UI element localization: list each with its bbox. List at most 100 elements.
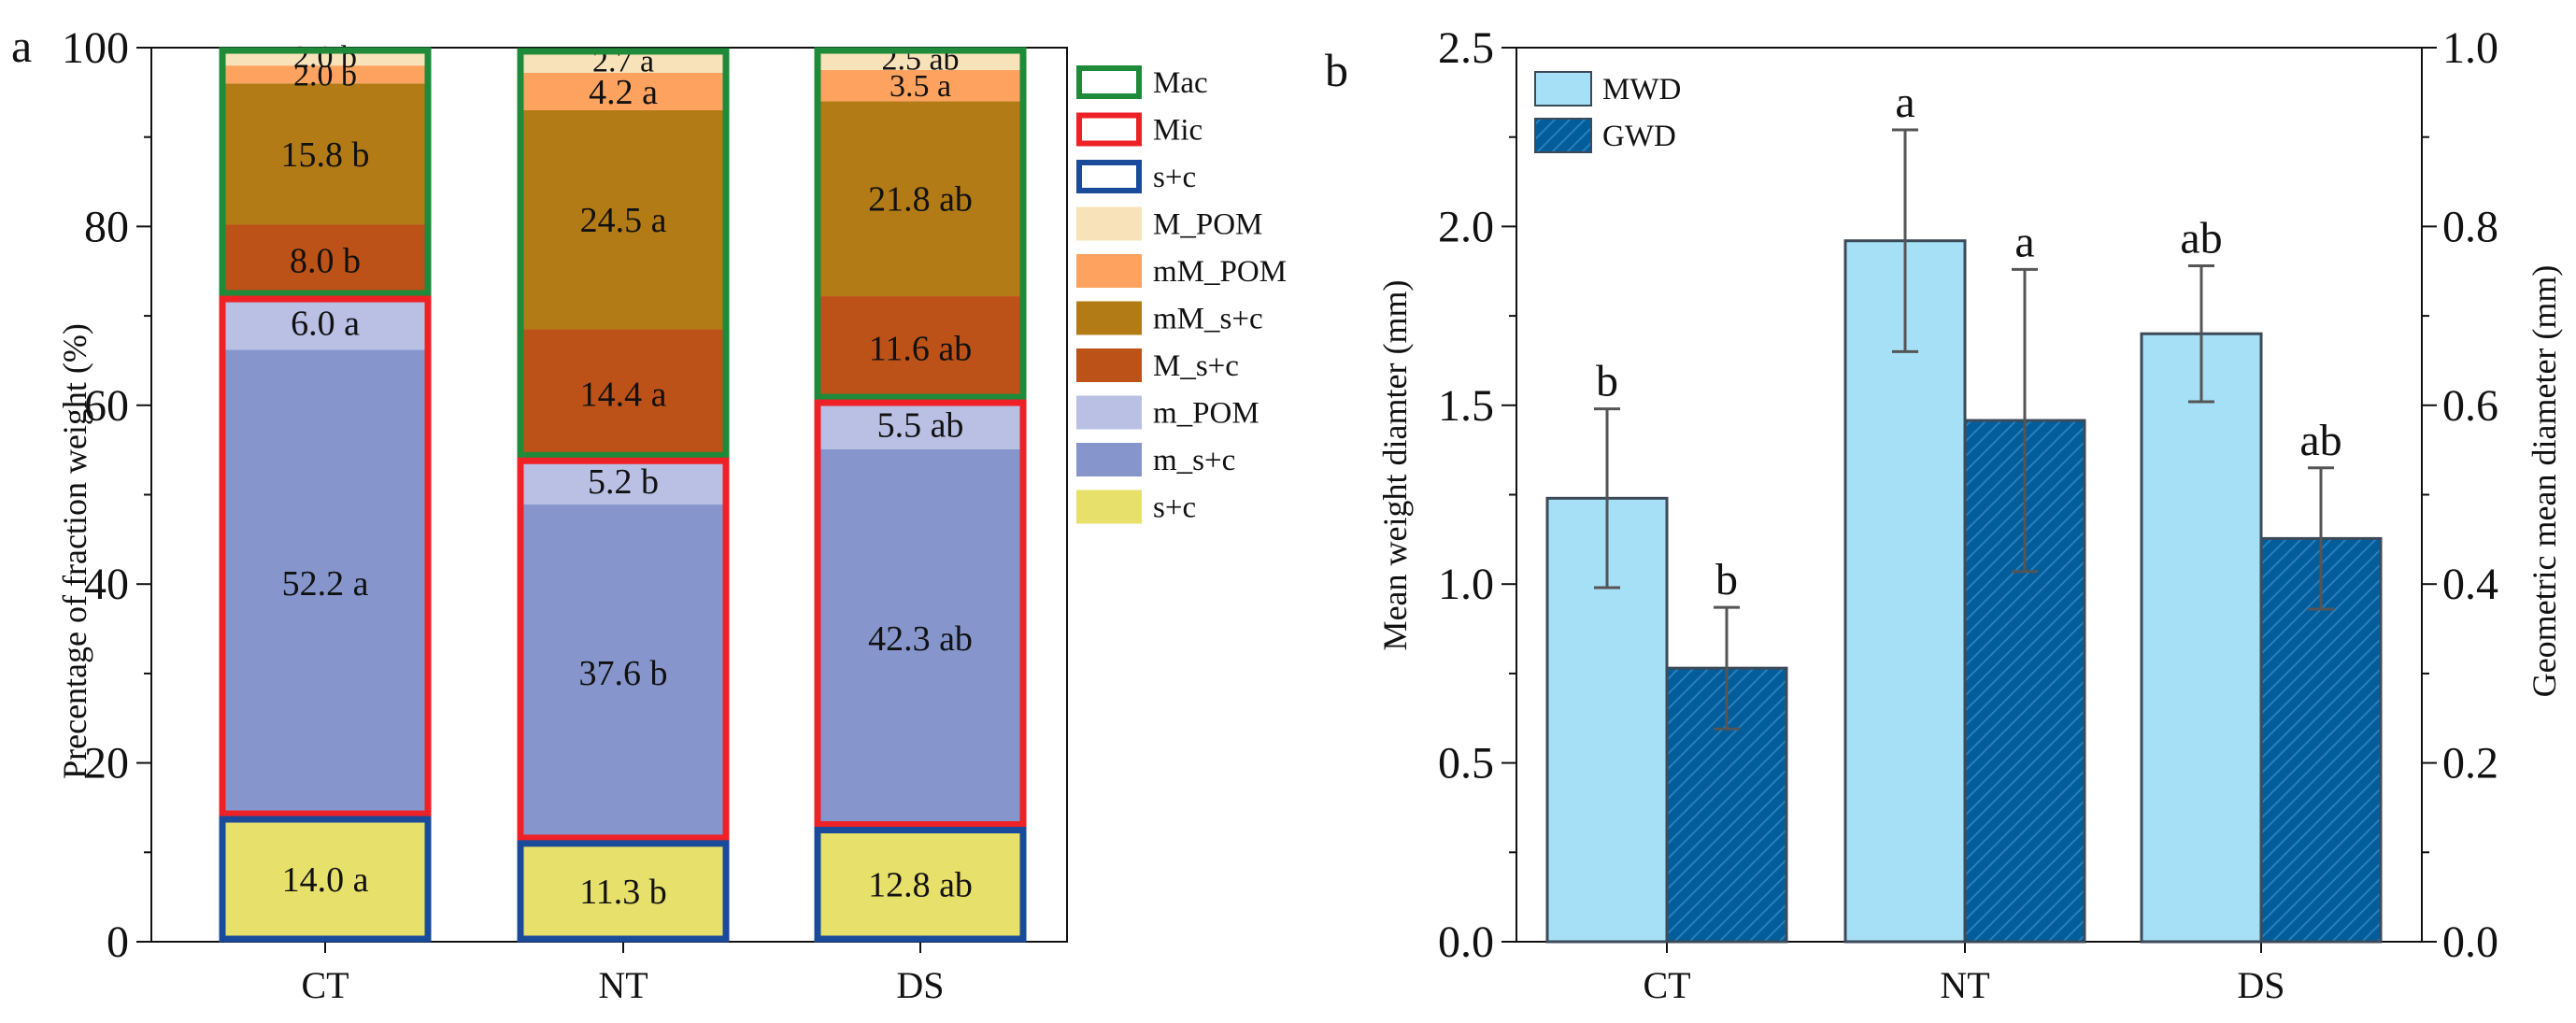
legend-label-mm-splusc: mM_s+c [1153, 303, 1263, 336]
panel-label-b: b [1325, 44, 1348, 96]
panel-b-right-tick-label: 1.0 [2442, 23, 2498, 73]
panel-b-left-tick-label: 0.0 [1438, 917, 1494, 967]
panel-a-y-tick-label: 80 [84, 202, 129, 251]
panel-a-y-tick-label: 0 [107, 917, 129, 967]
data-label-nt-splusc: 11.3 b [579, 873, 667, 912]
bar-ds-m-pom [815, 400, 1026, 449]
bar-nt-m-splusc [518, 329, 729, 459]
legend-label-m-splusc: m_s+c [1153, 444, 1235, 477]
data-label-ct-m-splusc: 52.2 a [282, 564, 369, 604]
bar-ds-mm-splusc [815, 101, 1026, 297]
bar-nt-m-splusc [518, 504, 729, 841]
panel-b-left-tick-label: 0.5 [1438, 739, 1494, 789]
legend-swatch-mac-group [1076, 65, 1142, 99]
data-label-nt-mm-splusc: 24.5 a [580, 201, 667, 240]
bar-ds-splusc [815, 827, 1026, 942]
group-outline-mic-ct [219, 295, 432, 817]
panel-b-right-tick-label: 0.4 [2442, 560, 2498, 609]
significance-letter-gwd-nt: a [2014, 217, 2034, 266]
panel-a-bars: 14.0 a52.2 a6.0 a8.0 b15.8 b2.0 b2.0 b11… [219, 40, 1027, 943]
legend-swatch-m-pom [1076, 395, 1142, 430]
panel-a-x-tick-label-nt: NT [598, 964, 648, 1006]
legend-label-splusc: s+c [1153, 161, 1196, 194]
panel-b-left-tick-label: 1.5 [1438, 381, 1494, 431]
bar-ct-mm-splusc [220, 83, 431, 225]
legend-swatch-mic-group [1076, 112, 1142, 147]
legend-swatch-m-pom [1076, 206, 1142, 241]
bar-nt-splusc [518, 840, 729, 942]
legend-swatch-splusc-group [1076, 160, 1142, 193]
data-label-nt-m-pom: 5.2 b [588, 462, 659, 502]
legend-swatch-mm-pom [1076, 254, 1142, 288]
panel-a-y-tick-label: 20 [84, 739, 129, 789]
legend-label-mic: Mic [1153, 114, 1203, 148]
panel-b-right-tick-label: 0.8 [2442, 202, 2498, 251]
bar-ct-m-splusc [220, 224, 431, 297]
bar-ds-mm-pom [815, 69, 1026, 102]
panel-a-stacked-chart: 0 20 40 60 80 100 CT NT DS Precentage of fractio… [56, 23, 1287, 1006]
data-label-ds-m-splusc: 11.6 ab [869, 329, 972, 368]
data-label-ct-m-splusc: 8.0 b [290, 242, 361, 281]
data-label-ct-splusc: 14.0 a [282, 860, 369, 900]
panel-b-x-tick-label-ds: DS [2237, 964, 2284, 1006]
bar-nt-m-pom [518, 458, 729, 505]
significance-letter-mwd-ds: ab [2180, 214, 2222, 263]
data-label-ct-mm-splusc: 15.8 b [281, 135, 370, 175]
data-label-ds-m-splusc: 42.3 ab [868, 619, 973, 659]
panel-a-y-tick-label: 60 [84, 381, 129, 431]
group-outline-splusc-ds [814, 827, 1027, 943]
panel-b-right-tick-label: 0.2 [2442, 739, 2498, 789]
panel-a-y-tick-label: 100 [62, 23, 129, 73]
panel-b-x-tick-label-nt: NT [1940, 964, 1989, 1006]
panel-a-axes: 0 20 40 60 80 100 CT NT DS [62, 23, 1068, 1006]
legend-label-gwd: GWD [1602, 120, 1676, 153]
data-label-ds-mm-splusc: 21.8 ab [868, 180, 973, 220]
panel-b-left-tick-label: 2.0 [1438, 202, 1494, 251]
bar-nt-mm-splusc [518, 109, 729, 330]
bar-nt-mm-pom [518, 72, 729, 110]
panel-b-left-tick-label: 1.0 [1438, 560, 1494, 609]
group-outline-mac-ct [219, 47, 432, 297]
group-outline-splusc-ct [219, 816, 432, 943]
panel-b-left-tick-label: 2.5 [1438, 23, 1494, 73]
legend-swatch-mwd [1534, 71, 1592, 107]
significance-letter-gwd-ds: ab [2299, 416, 2341, 465]
legend-swatch-m-splusc [1076, 348, 1142, 382]
data-label-ct-m-pom: 6.0 a [291, 305, 360, 344]
bar-ds-m-splusc [815, 296, 1026, 401]
panel-a-x-tick-label-ds: DS [896, 964, 944, 1006]
panel-a-legend: Mac Mic s+c M_POM mM_POM mM_s+c M_s+c m_POM m_s+… [1076, 65, 1287, 525]
data-label-nt-m-splusc: 14.4 a [580, 375, 667, 414]
panel-b-right-tick-label: 0.6 [2442, 381, 2498, 431]
panel-a-y-axis-label: Precentage of fraction weight (%) [56, 323, 93, 779]
panel-b-bars: b a ab b a ab [1545, 78, 2383, 944]
bar-ct-m-pom [220, 296, 431, 350]
bar-ct-splusc [220, 817, 431, 942]
significance-letter-mwd-nt: a [1895, 78, 1914, 127]
panel-a-x-tick-label-ct: CT [301, 964, 349, 1006]
legend-label-m-splusc: M_s+c [1153, 349, 1239, 383]
bar-mwd-ds [2140, 332, 2263, 944]
data-label-nt-mm-pom: 4.2 a [589, 73, 658, 112]
data-label-nt-m-splusc: 37.6 b [579, 654, 668, 693]
legend-swatch-mm-splusc [1076, 301, 1142, 335]
group-outline-mac-nt [517, 48, 730, 459]
group-outline-mac-ds [814, 47, 1027, 401]
group-outline-mic-ds [814, 399, 1027, 829]
data-label-ds-m-pom: 5.5 ab [877, 405, 964, 445]
legend-label-m-pom: m_POM [1153, 397, 1260, 431]
legend-label-m-pom: M_POM [1153, 208, 1262, 242]
significance-letter-gwd-ct: b [1715, 555, 1738, 604]
bar-mwd-nt [1843, 239, 1967, 944]
legend-label-mwd: MWD [1602, 73, 1681, 107]
legend-swatch-gwd [1534, 118, 1592, 153]
panel-b-x-tick-label-ct: CT [1643, 964, 1690, 1006]
bar-ct-mm-pom [220, 65, 431, 84]
legend-label-mm-pom: mM_POM [1153, 255, 1287, 289]
panel-b-right-axis-label: Geometric mean diameter (mm) [2526, 265, 2563, 698]
legend-label-splusc: s+c [1153, 491, 1196, 525]
data-label-ds-splusc: 12.8 ab [868, 866, 973, 905]
panel-b-bar-chart: 0.0 0.5 1.0 1.5 2.0 2.5 0.0 0.2 0.4 0.6 0.8 1.0 CT NT… [1376, 23, 2563, 1006]
panel-b-axes: 0.0 0.5 1.0 1.5 2.0 2.5 0.0 0.2 0.4 0.6 0.8 1.0 CT NT… [1438, 23, 2498, 1006]
